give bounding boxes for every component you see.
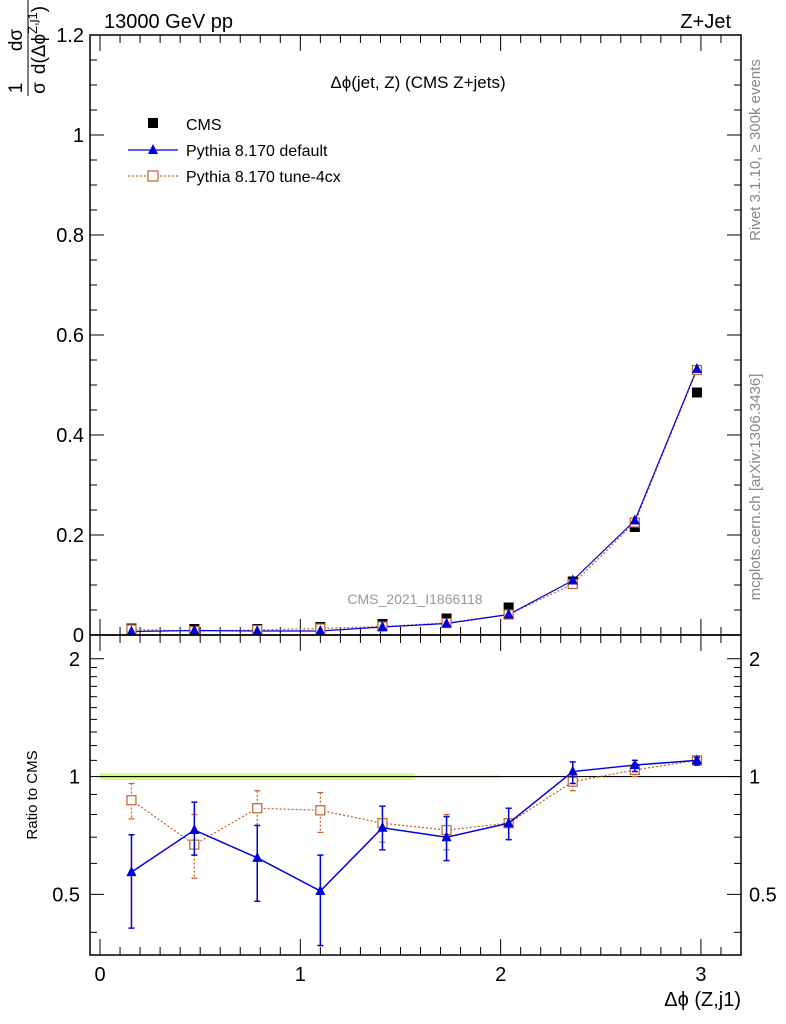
- svg-text:1: 1: [6, 83, 27, 94]
- x-tick-label: 0: [94, 964, 105, 986]
- data-point-cms: [503, 602, 514, 613]
- x-tick-label: 1: [295, 964, 306, 986]
- legend-marker-default: [148, 144, 158, 154]
- mcplots-url-label: mcplots.cern.ch [arXiv:1306.3436]: [747, 374, 764, 601]
- ratio-point-default: [629, 759, 640, 770]
- x-axis-label: Δϕ (Z,j1): [664, 989, 741, 1011]
- ratio-y-tick-label: 0.5: [52, 884, 80, 906]
- ratio-point-tune4cx: [126, 795, 137, 806]
- watermark-analysis-id: CMS_2021_I1866118: [347, 591, 482, 607]
- ratio-y-tick-label: 1: [69, 767, 80, 789]
- ratio-point-default: [503, 817, 514, 828]
- ratio-y-ticks: 0.5 0.5 1 1 2 2: [52, 649, 777, 933]
- x-tick-label: 2: [495, 964, 506, 986]
- ratio-point-default: [189, 824, 200, 835]
- main-y-ticks: 0 0.2 0.4 0.6 0.8 1 1.2: [56, 25, 741, 647]
- ratio-point-default: [377, 821, 388, 832]
- data-point-default: [567, 574, 578, 585]
- ratio-line-default: [131, 759, 697, 892]
- main-y-tick-label: 0.8: [56, 225, 84, 247]
- series-line-default: [131, 368, 698, 633]
- main-y-tick-label: 0.4: [56, 425, 84, 447]
- svg-text:σ: σ: [29, 82, 50, 94]
- ratio-y-tick-label: 2: [69, 649, 80, 671]
- main-y-tick-label: 0: [73, 625, 84, 647]
- ratio-panel: 0.5 0.5 1 1 2 2 0 1 2 3 Ratio to CMS Δϕ (Z,j1): [24, 634, 777, 1011]
- ratio-y-tick-label-right: 0.5: [749, 884, 777, 906]
- header-energy: 13000 GeV pp: [104, 11, 233, 33]
- main-y-tick-label: 0.2: [56, 525, 84, 547]
- cms-uncertainty-band: [100, 773, 741, 780]
- ratio-point-default: [567, 765, 578, 776]
- legend-marker-tune4cx: [147, 170, 159, 182]
- ratio-y-tick-label-right: 1: [749, 767, 760, 789]
- ratio-point-tune4cx: [252, 803, 263, 814]
- ratio-y-tick-label-right: 2: [749, 649, 760, 671]
- data-point-default: [126, 625, 137, 636]
- main-y-tick-label: 1.2: [56, 25, 84, 47]
- data-point-cms: [691, 387, 702, 398]
- ratio-y-axis-label: Ratio to CMS: [24, 750, 41, 839]
- legend-label-default: Pythia 8.170 default: [186, 143, 328, 160]
- data-point-default: [691, 363, 702, 373]
- data-point-default: [441, 617, 452, 628]
- legend-marker-cms: [148, 118, 158, 128]
- main-y-tick-label: 1: [73, 125, 84, 147]
- main-series: [126, 363, 703, 637]
- rivet-version-label: Rivet 3.1.10, ≥ 300k events: [747, 59, 764, 241]
- main-panel: 0 0.2 0.4 0.6 0.8 1 1.2 Δϕ(jet, Z) (CMS Z+jets…: [6, 0, 742, 647]
- legend: CMS Pythia 8.170 default Pythia 8.170 tu…: [128, 117, 341, 186]
- ratio-series: [126, 754, 703, 947]
- ratio-point-default: [126, 866, 137, 877]
- ratio-point-default: [441, 831, 452, 842]
- ratio-point-tune4cx: [315, 805, 326, 816]
- svg-text:dσ: dσ: [6, 29, 27, 52]
- x-tick-label: 3: [695, 964, 706, 986]
- legend-label-tune4cx: Pythia 8.170 tune-4cx: [186, 169, 341, 186]
- data-point-default: [252, 625, 263, 635]
- main-y-axis-label: 1 σ dσ d(ΔϕZ,j1): [6, 0, 50, 96]
- ratio-point-default: [315, 885, 326, 896]
- data-point-default: [377, 621, 388, 631]
- ratio-point-default: [252, 851, 263, 862]
- svg-text:d(ΔϕZ,j1): d(ΔϕZ,j1): [25, 6, 50, 74]
- ratio-plot-frame: [89, 634, 742, 956]
- ratio-point-default: [691, 754, 702, 765]
- main-x-ticks: [99, 35, 722, 635]
- legend-label-cms: CMS: [186, 117, 222, 134]
- ratio-x-ticks: 0 1 2 3: [94, 635, 722, 986]
- header-process: Z+Jet: [680, 11, 731, 33]
- main-y-tick-label: 0.6: [56, 325, 84, 347]
- data-point-default: [629, 514, 640, 525]
- series-line-tune4cx: [131, 369, 698, 632]
- data-point-default: [189, 624, 200, 635]
- main-plot-title: Δϕ(jet, Z) (CMS Z+jets): [330, 73, 505, 92]
- ratio-line-tune4cx: [131, 759, 698, 846]
- data-point-default: [503, 608, 514, 619]
- data-point-default: [315, 625, 326, 635]
